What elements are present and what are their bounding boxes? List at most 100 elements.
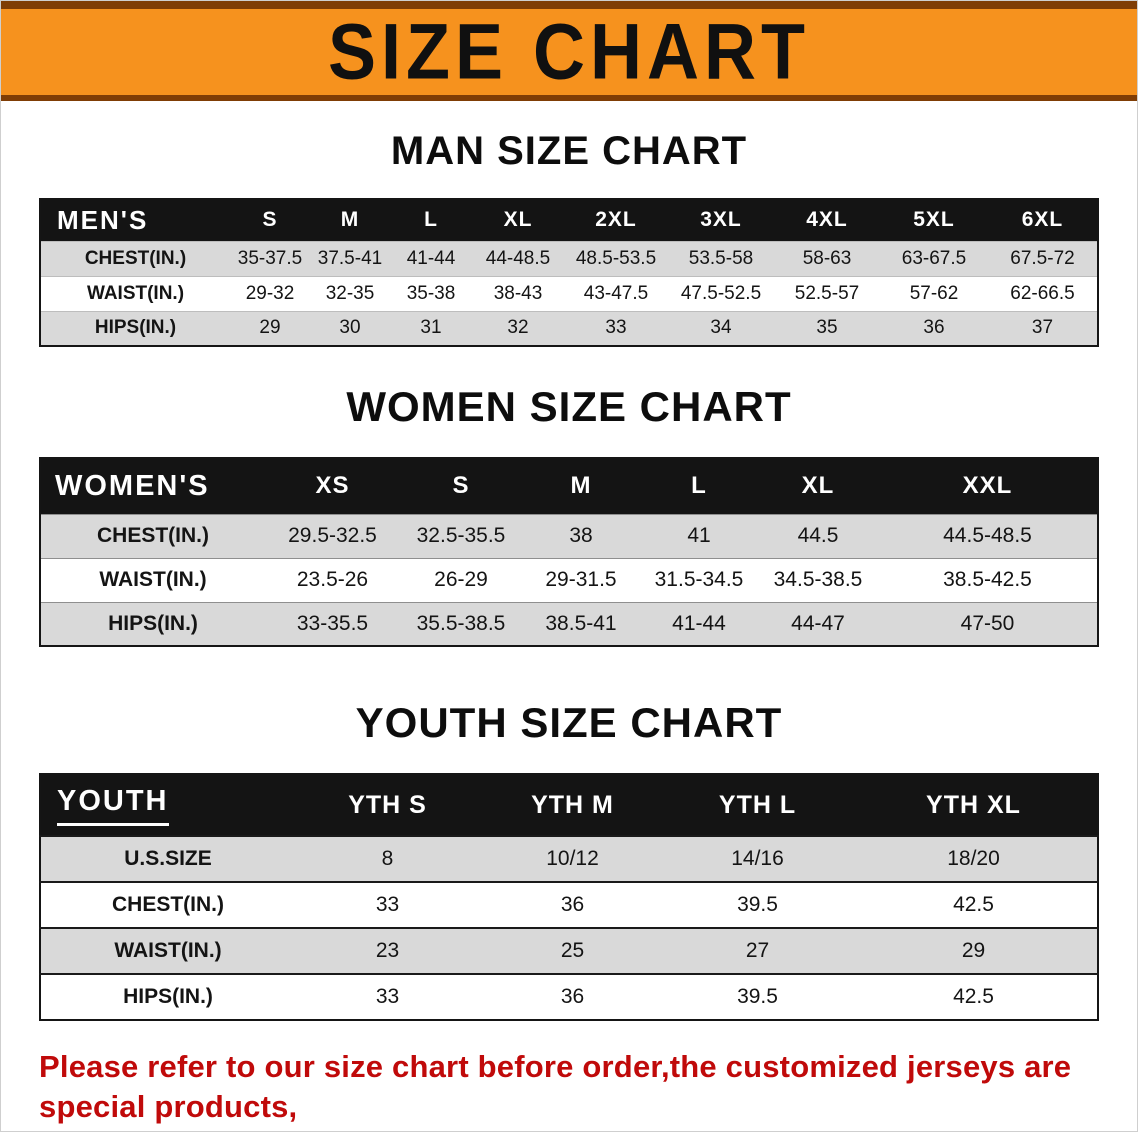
table-cell: 57-62 bbox=[909, 282, 959, 304]
table-cell: 63-67.5 bbox=[901, 247, 967, 269]
row-label-cell: WAIST(IN.) bbox=[86, 282, 185, 304]
table-cell: 52.5-57 bbox=[794, 282, 860, 304]
table-row: CHEST(IN.) 35-37.5 37.5-41 41-44 44-48.5… bbox=[40, 241, 1098, 276]
table-cell: 48.5-53.5 bbox=[575, 247, 657, 269]
table-cell: 53.5-58 bbox=[688, 247, 754, 269]
size-header-cell: M bbox=[522, 458, 640, 514]
size-header-cell: YTH M bbox=[480, 774, 665, 836]
row-label-cell: HIPS(IN.) bbox=[94, 317, 177, 339]
size-header-cell: XL bbox=[472, 199, 564, 241]
table-cell: 67.5-72 bbox=[1010, 247, 1075, 269]
table-cell: 35-37.5 bbox=[237, 247, 303, 269]
size-header-cell: XS bbox=[265, 458, 400, 514]
table-cell: 35 bbox=[816, 317, 838, 339]
size-chart-banner: SIZE CHART bbox=[1, 1, 1137, 101]
size-header-cell: 3XL bbox=[668, 199, 774, 241]
table-cell: 34.5-38.5 bbox=[773, 568, 863, 591]
table-cell: 29.5-32.5 bbox=[288, 524, 377, 547]
women-size-table: WOMEN'S XS S M L XL XXL CHEST(IN.) 29.5-… bbox=[39, 457, 1099, 647]
table-row: CHEST(IN.) 29.5-32.5 32.5-35.5 38 41 44.… bbox=[40, 514, 1098, 558]
size-header-cell: YTH L bbox=[665, 774, 850, 836]
table-row: U.S.SIZE 8 10/12 14/16 18/20 bbox=[40, 836, 1098, 882]
table-cell: 58-63 bbox=[802, 247, 852, 269]
table-cell: 37 bbox=[1031, 317, 1054, 339]
disclaimer-note: Please refer to our size chart before or… bbox=[39, 1047, 1099, 1131]
table-cell: 47-50 bbox=[960, 611, 1015, 635]
row-label-cell: CHEST(IN.) bbox=[97, 524, 209, 547]
table-cell: 29-32 bbox=[245, 282, 295, 304]
table-cell: 14/16 bbox=[731, 847, 784, 870]
women-chart-heading: WOMEN SIZE CHART bbox=[346, 383, 792, 430]
youth-table-title-text: YOUTH bbox=[57, 785, 169, 826]
row-label-cell: HIPS(IN.) bbox=[123, 985, 213, 1008]
size-header-cell: 2XL bbox=[564, 199, 668, 241]
table-cell: 34 bbox=[710, 317, 732, 339]
table-cell: 38-43 bbox=[493, 282, 543, 304]
size-header-cell: 6XL bbox=[988, 199, 1098, 241]
table-row: WAIST(IN.) 29-32 32-35 35-38 38-43 43-47… bbox=[40, 276, 1098, 311]
men-table-header-row: MEN'S S M L XL 2XL 3XL 4XL 5XL 6XL bbox=[40, 199, 1098, 241]
table-cell: 41 bbox=[687, 524, 711, 547]
table-cell: 62-66.5 bbox=[1010, 282, 1075, 304]
size-header-cell: XL bbox=[758, 458, 878, 514]
table-cell: 38.5-42.5 bbox=[943, 568, 1032, 591]
table-row: HIPS(IN.) 33-35.5 35.5-38.5 38.5-41 41-4… bbox=[40, 602, 1098, 646]
table-cell: 35.5-38.5 bbox=[416, 611, 506, 635]
row-label-cell: WAIST(IN.) bbox=[114, 939, 222, 962]
table-cell: 41-44 bbox=[672, 611, 726, 635]
table-row: WAIST(IN.) 23.5-26 26-29 29-31.5 31.5-34… bbox=[40, 558, 1098, 602]
table-cell: 44.5 bbox=[797, 524, 839, 547]
table-cell: 36 bbox=[560, 893, 585, 916]
table-row: WAIST(IN.) 23 25 27 29 bbox=[40, 928, 1098, 974]
table-cell: 10/12 bbox=[546, 847, 599, 870]
youth-chart-heading: YOUTH SIZE CHART bbox=[355, 699, 783, 746]
size-header-cell: 4XL bbox=[774, 199, 880, 241]
size-chart-title: SIZE CHART bbox=[328, 7, 810, 96]
row-label-cell: HIPS(IN.) bbox=[108, 611, 198, 635]
youth-table-title: YOUTH bbox=[40, 774, 295, 836]
table-cell: 31 bbox=[420, 317, 442, 339]
table-cell: 39.5 bbox=[737, 893, 778, 916]
table-cell: 39.5 bbox=[737, 985, 778, 1008]
men-table-title: MEN'S bbox=[40, 199, 230, 241]
table-cell: 41-44 bbox=[406, 247, 456, 269]
disclaimer-line-1: Please refer to our size chart before or… bbox=[39, 1049, 1072, 1125]
table-cell: 33-35.5 bbox=[296, 611, 369, 635]
table-cell: 32.5-35.5 bbox=[416, 524, 506, 547]
row-label-cell: U.S.SIZE bbox=[124, 847, 212, 870]
table-cell: 44-48.5 bbox=[485, 247, 551, 269]
table-cell: 29 bbox=[961, 939, 986, 962]
table-cell: 23 bbox=[375, 939, 400, 962]
table-cell: 42.5 bbox=[953, 893, 994, 916]
table-cell: 25 bbox=[560, 939, 585, 962]
women-table-header-row: WOMEN'S XS S M L XL XXL bbox=[40, 458, 1098, 514]
table-cell: 43-47.5 bbox=[583, 282, 649, 304]
size-header-cell: L bbox=[390, 199, 472, 241]
table-cell: 32 bbox=[507, 317, 529, 339]
size-header-cell: S bbox=[230, 199, 310, 241]
table-cell: 33 bbox=[375, 893, 400, 916]
size-header-cell: XXL bbox=[878, 458, 1098, 514]
table-cell: 38 bbox=[569, 524, 593, 547]
table-row: CHEST(IN.) 33 36 39.5 42.5 bbox=[40, 882, 1098, 928]
table-cell: 37.5-41 bbox=[317, 247, 383, 269]
table-cell: 35-38 bbox=[406, 282, 456, 304]
men-chart-heading: MAN SIZE CHART bbox=[390, 129, 748, 173]
table-cell: 26-29 bbox=[434, 568, 488, 591]
table-cell: 30 bbox=[339, 317, 361, 339]
table-cell: 32-35 bbox=[325, 282, 375, 304]
row-label-cell: WAIST(IN.) bbox=[99, 568, 207, 591]
table-cell: 47.5-52.5 bbox=[680, 282, 762, 304]
table-cell: 36 bbox=[923, 317, 945, 339]
youth-table-header-row: YOUTH YTH S YTH M YTH L YTH XL bbox=[40, 774, 1098, 836]
table-row: HIPS(IN.) 33 36 39.5 42.5 bbox=[40, 974, 1098, 1020]
size-header-cell: YTH XL bbox=[850, 774, 1098, 836]
table-cell: 29-31.5 bbox=[545, 568, 617, 591]
size-header-cell: M bbox=[310, 199, 390, 241]
size-header-cell: YTH S bbox=[295, 774, 480, 836]
size-header-cell: S bbox=[400, 458, 522, 514]
row-label-cell: CHEST(IN.) bbox=[84, 247, 187, 269]
size-header-cell: L bbox=[640, 458, 758, 514]
table-cell: 33 bbox=[605, 317, 627, 339]
